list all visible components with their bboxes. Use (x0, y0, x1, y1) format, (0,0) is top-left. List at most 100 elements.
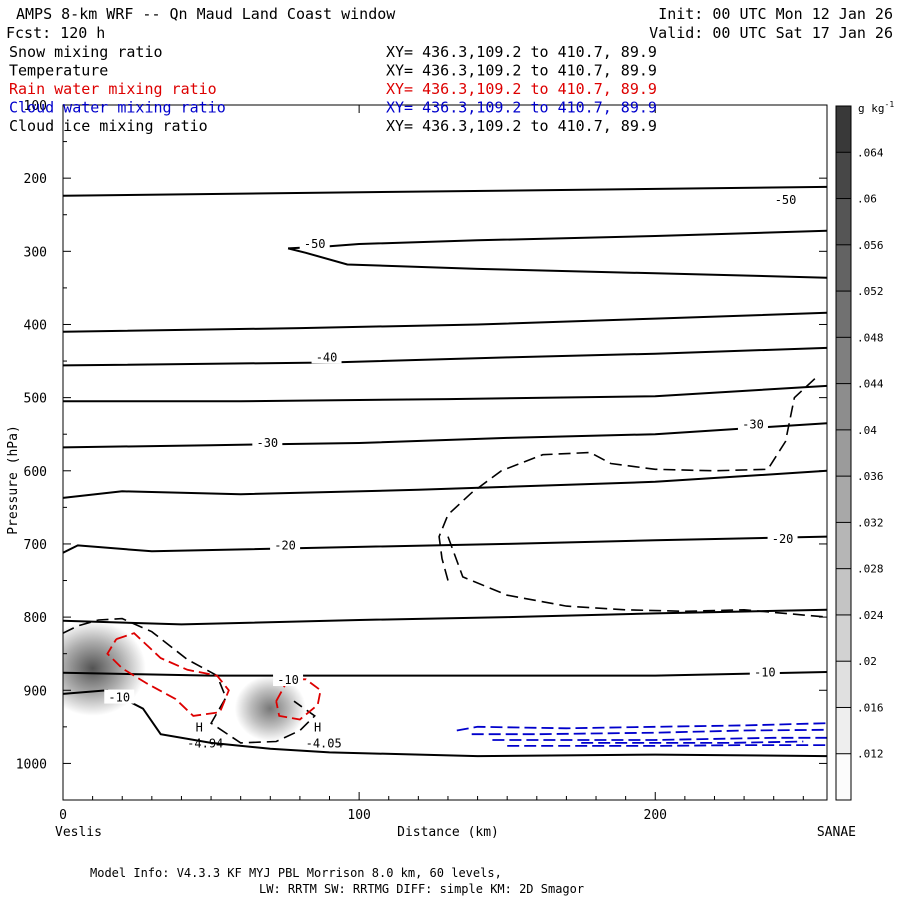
temperature-label-bg-1 (770, 192, 801, 207)
temperature-contour-3 (63, 311, 827, 333)
temperature-contour-2 (287, 247, 827, 279)
colorbar-band-5 (836, 522, 851, 569)
colorbar-band-0 (836, 753, 851, 800)
temperature-label-bg-3 (252, 434, 283, 449)
temperature-contour-6 (63, 422, 827, 449)
snow-max-mark-1: H (314, 721, 321, 735)
snow-shading-blob-1 (234, 675, 306, 742)
colorbar-tick-label-12: .06 (857, 193, 877, 206)
colorbar-band-7 (836, 429, 851, 477)
valid-time: Valid: 00 UTC Sat 17 Jan 26 (649, 24, 893, 42)
legend-label-3: Cloud water mixing ratio (9, 99, 226, 117)
temperature-label-7: -10 (754, 666, 776, 680)
y-tick-label-5: 600 (24, 465, 47, 480)
snow-max-value-0: -4.94 (187, 737, 223, 751)
colorbar-tick-label-7: .04 (857, 424, 877, 437)
temperature-contour-10 (63, 671, 827, 677)
init-time: Init: 00 UTC Mon 12 Jan 26 (658, 5, 893, 23)
cloud-water-contour-1 (471, 728, 827, 736)
snow-contour-1 (438, 375, 819, 581)
y-tick-label-2: 300 (24, 245, 47, 260)
cloud-water-contour-3 (507, 744, 827, 747)
figure-title: AMPS 8-km WRF -- Qn Maud Land Coast wind… (16, 5, 396, 23)
x-tick-label-1: 100 (347, 808, 370, 823)
colorbar-band-6 (836, 476, 851, 523)
colorbar-unit-text: g kg (858, 102, 885, 115)
colorbar-band-8 (836, 383, 851, 430)
colorbar-band-11 (836, 244, 851, 292)
forecast-hour: Fcst: 120 h (6, 24, 105, 42)
x-tick-label-2: 200 (644, 808, 667, 823)
colorbar-band-12 (836, 198, 851, 245)
temperature-contour-7 (63, 469, 827, 499)
colorbar-tick-label-5: .032 (857, 516, 884, 529)
colorbar-frame (835, 105, 852, 801)
snow-shading-layer (63, 620, 306, 742)
colorbar-tick-label-13: .064 (857, 146, 884, 159)
colorbar-tick-label-11: .056 (857, 239, 884, 252)
legend-xy-3: XY= 436.3,109.2 to 410.7, 89.9 (386, 99, 657, 117)
temperature-contour-8 (63, 535, 827, 554)
colorbar-band-3 (836, 614, 851, 662)
y-axis-title: Pressure (hPa) (6, 425, 21, 535)
left-endpoint-label: Veslis (55, 825, 102, 840)
colorbar-band-4 (836, 568, 851, 615)
snow-contour-2 (447, 536, 827, 618)
colorbar-tick-label-1: .016 (857, 701, 884, 714)
snow-contour-0 (63, 617, 316, 744)
rain-contour-0 (106, 632, 230, 717)
legend-label-2: Rain water mixing ratio (9, 80, 217, 98)
colorbar-band-1 (836, 707, 851, 754)
plot-frame (62, 104, 828, 801)
temperature-label-6: -20 (772, 532, 794, 546)
y-tick-label-0: 100 (24, 99, 47, 114)
x-tick-label-0: 0 (59, 808, 67, 823)
model-info-line1: Model Info: V4.3.3 KF MYJ PBL Morrison 8… (90, 866, 502, 880)
colorbar-tick-label-6: .036 (857, 470, 884, 483)
temperature-contour-9 (63, 608, 827, 626)
y-tick-label-1: 200 (24, 172, 47, 187)
cloud-water-contour-2 (492, 736, 827, 741)
temperature-label-5: -20 (274, 538, 296, 552)
legend-xy-2: XY= 436.3,109.2 to 410.7, 89.9 (386, 80, 657, 98)
rain-contour-1 (275, 678, 322, 721)
y-tick-label-9: 1000 (16, 757, 47, 772)
temperature-label-bg-6 (767, 530, 798, 545)
contour-label-layer: -50 -50 -40 -30 -30 -20 -20 -10 -10 -10 H -4.94 H -4.… (104, 192, 801, 751)
temperature-contour-1 (288, 229, 827, 250)
colorbar: .012 .016 .02 .024 .028 .032 .036 .04 .044 .048 .0… (835, 105, 884, 801)
temperature-label-0: -50 (304, 237, 326, 251)
model-info-line2: LW: RRTM SW: RRTMG DIFF: simple KM: 2D S… (259, 882, 584, 896)
x-axis-title: Distance (km) (397, 825, 499, 840)
snow-max-value-1: -4.05 (306, 737, 342, 751)
cloud-water-contour-4 (581, 740, 804, 744)
y-tick-label-3: 400 (24, 318, 47, 333)
temperature-label-1: -50 (775, 193, 797, 207)
temperature-label-bg-4 (737, 416, 768, 431)
legend-xy-0: XY= 436.3,109.2 to 410.7, 89.9 (386, 43, 657, 61)
legend-xy-1: XY= 436.3,109.2 to 410.7, 89.9 (386, 62, 657, 80)
temperature-label-2: -40 (316, 350, 338, 364)
temperature-label-bg-8 (273, 672, 304, 687)
colorbar-tick-label-10: .052 (857, 285, 884, 298)
snow-max-mark-0: H (196, 721, 203, 735)
colorbar-tick-label-9: .048 (857, 331, 884, 344)
temperature-label-bg-2 (311, 349, 342, 364)
colorbar-tick-label-4: .028 (857, 563, 884, 576)
y-tick-label-7: 800 (24, 611, 47, 626)
temperature-label-bg-0 (299, 236, 330, 250)
temperature-label-bg-9 (104, 689, 135, 704)
temperature-label-8: -10 (277, 673, 299, 687)
contour-layer (63, 185, 827, 758)
y-tick-label-6: 700 (24, 538, 47, 553)
colorbar-tick-label-2: .02 (857, 655, 877, 668)
colorbar-tick-label-0: .012 (857, 748, 884, 761)
legend-label-0: Snow mixing ratio (9, 43, 163, 61)
colorbar-unit: g kg-1 (858, 100, 894, 115)
colorbar-band-14 (836, 106, 851, 153)
temperature-contour-5 (63, 384, 827, 403)
temperature-contour-0 (63, 185, 827, 197)
colorbar-band-2 (836, 661, 851, 708)
temperature-contour-4 (63, 346, 827, 367)
